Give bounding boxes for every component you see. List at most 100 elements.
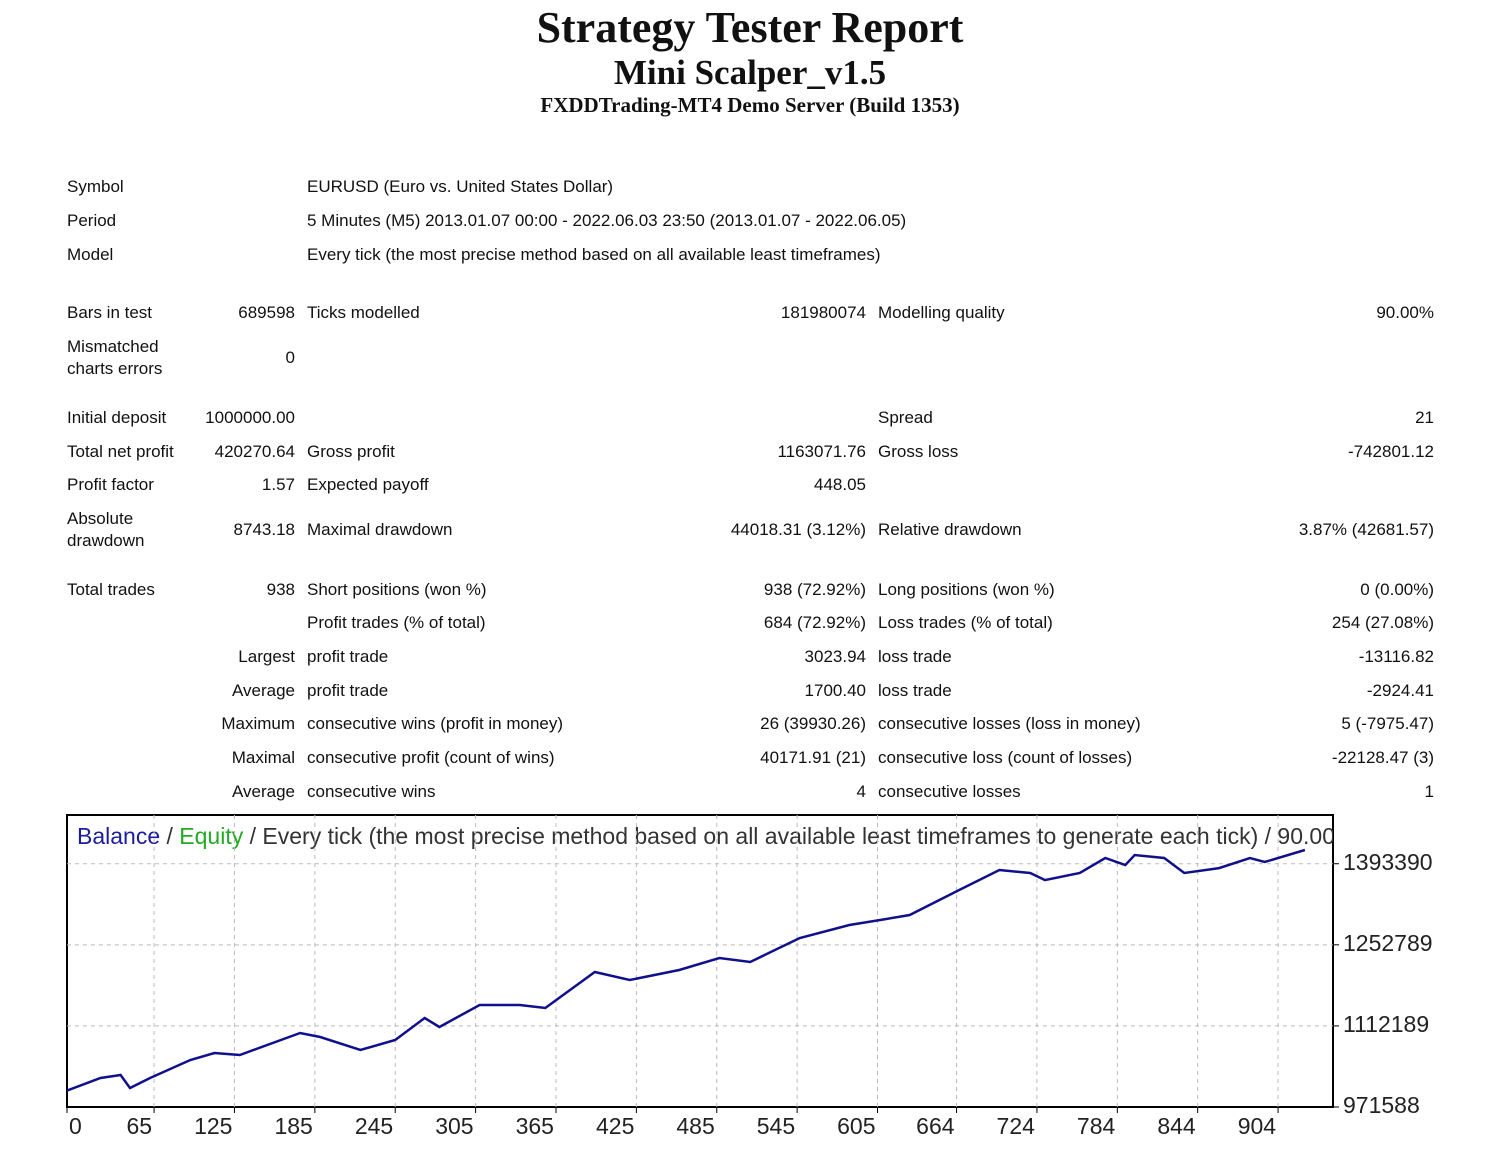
report-server: FXDDTrading-MT4 Demo Server (Build 1353) bbox=[540, 93, 960, 117]
x-tick-label: 245 bbox=[355, 1113, 393, 1139]
stat-label: Gross profit bbox=[307, 442, 395, 461]
stat-value: 938 bbox=[266, 580, 295, 599]
stat-label: Initial deposit bbox=[67, 408, 167, 427]
stat-label: profit trade bbox=[307, 647, 389, 666]
stat-label: Bars in test bbox=[67, 303, 153, 322]
stat-value: 181980074 bbox=[780, 303, 866, 322]
x-tick-label: 425 bbox=[596, 1113, 634, 1139]
stat-label: consecutive profit (count of wins) bbox=[307, 748, 555, 767]
stat-value: 4 bbox=[856, 782, 866, 801]
stat-value: 254 (27.08%) bbox=[1331, 613, 1434, 632]
stat-label: Long positions (won %) bbox=[878, 580, 1055, 599]
y-tick-label: 1112189 bbox=[1343, 1011, 1429, 1037]
stat-label: Profit trades (% of total) bbox=[307, 613, 486, 632]
info-value: Every tick (the most precise method base… bbox=[307, 245, 881, 264]
stat-label: Gross loss bbox=[878, 442, 959, 461]
stat-value: Average bbox=[231, 782, 295, 801]
stat-value: 3023.94 bbox=[804, 647, 866, 666]
legend-part: Balance bbox=[77, 823, 160, 849]
stat-label: consecutive losses bbox=[878, 782, 1021, 801]
stat-value: 938 (72.92%) bbox=[763, 580, 866, 599]
stat-value: 90.00% bbox=[1376, 303, 1434, 322]
x-tick-label: 784 bbox=[1077, 1113, 1116, 1139]
stat-value: 26 (39930.26) bbox=[760, 714, 866, 733]
stat-label: Expected payoff bbox=[307, 475, 429, 494]
stat-label: consecutive wins bbox=[307, 782, 436, 801]
info-value: 5 Minutes (M5) 2013.01.07 00:00 - 2022.0… bbox=[307, 211, 907, 230]
stat-value: 44018.31 (3.12%) bbox=[730, 520, 866, 539]
info-value: EURUSD (Euro vs. United States Dollar) bbox=[307, 177, 614, 196]
x-tick-label: 365 bbox=[516, 1113, 554, 1139]
chart-frame bbox=[66, 814, 1334, 1108]
x-tick-label: 605 bbox=[837, 1113, 875, 1139]
stat-label: consecutive loss (count of losses) bbox=[878, 748, 1133, 767]
balance-line bbox=[67, 848, 1306, 1092]
x-tick-label: 185 bbox=[274, 1113, 312, 1139]
stat-value: Average bbox=[231, 681, 295, 700]
stat-label: Total net profit bbox=[67, 442, 174, 461]
x-tick-label: 904 bbox=[1238, 1113, 1277, 1139]
stat-value: -742801.12 bbox=[1347, 442, 1434, 461]
y-tick-label: 1393390 bbox=[1343, 849, 1433, 875]
stat-value: 1163071.76 bbox=[777, 442, 866, 461]
stat-label: Ticks modelled bbox=[307, 303, 420, 322]
stat-label: Modelling quality bbox=[878, 303, 1005, 322]
legend-part: Equity bbox=[179, 823, 243, 849]
stat-label: consecutive losses (loss in money) bbox=[878, 714, 1141, 733]
stat-label: Profit factor bbox=[67, 475, 154, 494]
stat-value: 0 bbox=[285, 348, 295, 367]
stat-value: 8743.18 bbox=[233, 520, 295, 539]
stat-label: Relative drawdown bbox=[878, 520, 1022, 539]
stat-label: Mismatched charts errors bbox=[67, 337, 163, 378]
y-tick-label: 1252789 bbox=[1343, 930, 1433, 956]
stat-label: Maximal drawdown bbox=[307, 520, 453, 539]
stat-value: 1.57 bbox=[261, 475, 295, 494]
stat-label: Short positions (won %) bbox=[307, 580, 487, 599]
x-tick-label: 545 bbox=[757, 1113, 795, 1139]
x-tick-label: 485 bbox=[676, 1113, 714, 1139]
info-label: Symbol bbox=[67, 177, 124, 196]
stat-label: consecutive wins (profit in money) bbox=[307, 714, 564, 733]
stat-value: Largest bbox=[238, 647, 295, 666]
stat-value: Maximum bbox=[221, 714, 295, 733]
stat-value: 1 bbox=[1424, 782, 1434, 801]
x-tick-label: 0 bbox=[69, 1113, 82, 1139]
stat-value: Maximal bbox=[231, 748, 295, 767]
stat-label: loss trade bbox=[878, 647, 952, 666]
x-tick-label: 125 bbox=[194, 1113, 232, 1139]
stat-value: 684 (72.92%) bbox=[763, 613, 866, 632]
report-title: Strategy Tester Report bbox=[536, 3, 964, 52]
stat-value: 21 bbox=[1415, 408, 1434, 427]
y-tick-label: 971588 bbox=[1343, 1092, 1420, 1118]
x-tick-label: 724 bbox=[997, 1113, 1036, 1139]
report-subtitle: Mini Scalper_v1.5 bbox=[613, 53, 887, 92]
stat-value: 3.87% (42681.57) bbox=[1298, 520, 1434, 539]
stat-value: 420270.64 bbox=[214, 442, 295, 461]
stat-label: loss trade bbox=[878, 681, 952, 700]
stat-label: Spread bbox=[878, 408, 933, 427]
stat-value: -22128.47 (3) bbox=[1331, 748, 1434, 767]
stat-value: 448.05 bbox=[814, 475, 866, 494]
x-tick-label: 305 bbox=[435, 1113, 473, 1139]
stat-value: 689598 bbox=[238, 303, 295, 322]
stat-value: 1700.40 bbox=[804, 681, 866, 700]
stat-label: Absolute drawdown bbox=[67, 509, 145, 550]
stat-value: 0 (0.00%) bbox=[1360, 580, 1434, 599]
stat-value: -2924.41 bbox=[1366, 681, 1434, 700]
x-tick-label: 664 bbox=[916, 1113, 955, 1139]
chart-legend: Balance / Equity / Every tick (the most … bbox=[77, 823, 1355, 849]
x-tick-label: 65 bbox=[126, 1113, 152, 1139]
legend-part: / Every tick (the most precise method ba… bbox=[243, 823, 1355, 849]
stat-label: Loss trades (% of total) bbox=[878, 613, 1053, 632]
stat-value: -13116.82 bbox=[1358, 647, 1434, 666]
stat-label: Total trades bbox=[67, 580, 155, 599]
stat-value: 1000000.00 bbox=[205, 408, 295, 427]
x-tick-label: 844 bbox=[1157, 1113, 1196, 1139]
stat-label: profit trade bbox=[307, 681, 389, 700]
stat-value: 40171.91 (21) bbox=[760, 748, 866, 767]
info-label: Model bbox=[67, 245, 114, 264]
legend-part: / bbox=[160, 823, 179, 849]
info-label: Period bbox=[67, 211, 117, 230]
